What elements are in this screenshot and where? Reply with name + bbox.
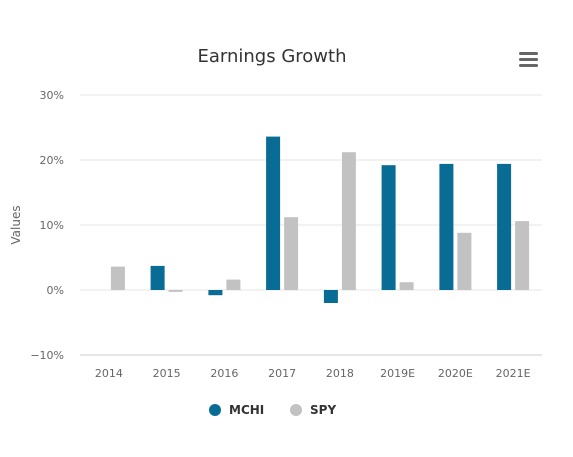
y-tick-label: 10% <box>40 219 64 232</box>
y-tick-label: −10% <box>30 349 64 362</box>
bar-spy-2019e[interactable] <box>399 282 414 290</box>
bar-mchi-2018[interactable] <box>323 290 338 303</box>
hamburger-menu-icon <box>519 52 538 67</box>
bar-spy-2017[interactable] <box>284 217 299 290</box>
bar-mchi-2015[interactable] <box>150 265 165 290</box>
x-axis-tick-labels: 2014 2015 2016 2017 2018 2019E 2020E 2021E <box>95 367 531 380</box>
x-tick-label: 2016 <box>210 367 238 380</box>
bar-spy-2015[interactable] <box>168 290 183 292</box>
bar-spy-2014[interactable] <box>110 266 125 290</box>
bars <box>110 136 530 303</box>
legend-item-spy[interactable]: SPY <box>290 403 336 417</box>
y-tick-label: 30% <box>40 89 64 102</box>
y-tick-label: 0% <box>47 284 64 297</box>
chart-menu-button[interactable] <box>514 48 542 72</box>
bar-mchi-2017[interactable] <box>266 136 281 290</box>
x-tick-label: 2018 <box>326 367 354 380</box>
bar-spy-2020e[interactable] <box>457 232 472 290</box>
y-axis-tick-labels: −10% 0% 10% 20% 30% <box>30 89 64 362</box>
x-tick-label: 2015 <box>153 367 181 380</box>
x-tick-label: 2020E <box>438 367 473 380</box>
legend-symbol-mchi <box>209 404 221 416</box>
bar-spy-2016[interactable] <box>226 279 241 290</box>
y-axis-title: Values <box>9 205 23 244</box>
x-tick-label: 2019E <box>380 367 415 380</box>
legend-label-mchi: MCHI <box>229 403 264 417</box>
x-tick-label: 2021E <box>496 367 531 380</box>
bar-spy-2018[interactable] <box>341 152 356 290</box>
bar-mchi-2016[interactable] <box>208 290 223 296</box>
bar-mchi-2019e[interactable] <box>381 165 396 290</box>
x-tick-label: 2017 <box>268 367 296 380</box>
legend-label-spy: SPY <box>310 403 336 417</box>
y-tick-label: 20% <box>40 154 64 167</box>
legend-item-mchi[interactable]: MCHI <box>209 403 264 417</box>
bar-mchi-2020e[interactable] <box>439 163 454 290</box>
legend: MCHI SPY <box>209 403 336 417</box>
bar-spy-2021e[interactable] <box>515 221 530 290</box>
legend-symbol-spy <box>290 404 302 416</box>
x-tick-label: 2014 <box>95 367 123 380</box>
bar-mchi-2021e[interactable] <box>497 163 512 290</box>
chart-title: Earnings Growth <box>198 46 347 67</box>
